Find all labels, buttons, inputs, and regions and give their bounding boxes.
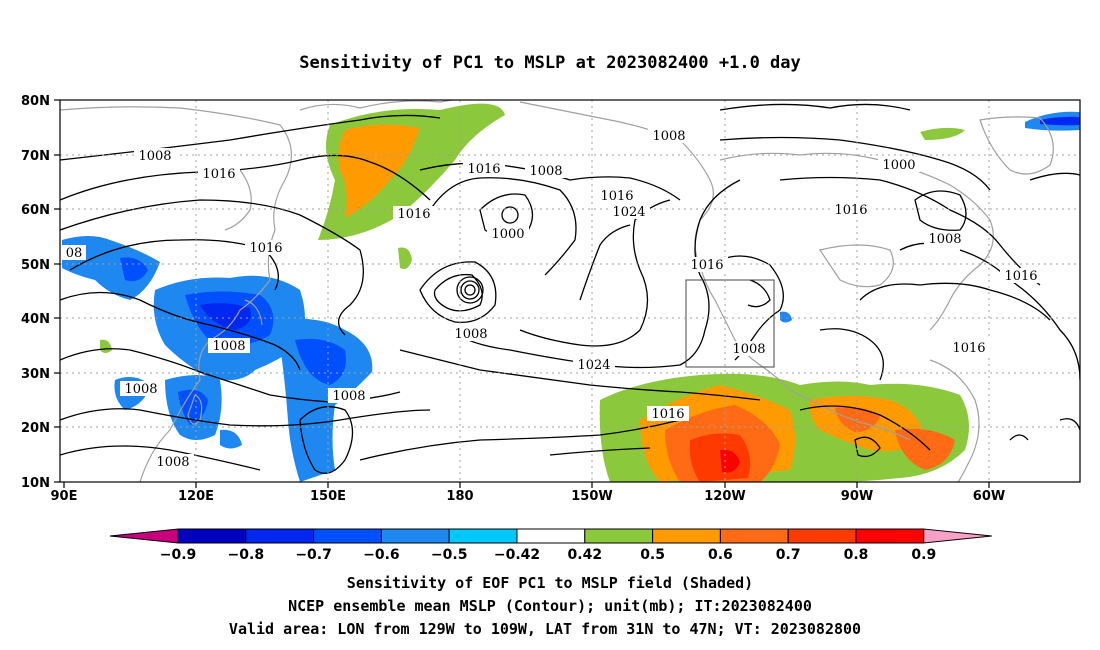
lat-tick-label: 10N: [21, 476, 50, 491]
colorbar-swatch: [313, 528, 382, 544]
lat-tick-label: 20N: [21, 421, 50, 436]
colorbar-swatch: [448, 528, 518, 544]
contour-label: 1000: [491, 227, 524, 242]
lon-tick-label: 90E: [51, 489, 78, 504]
contour-label: 1000: [882, 158, 915, 173]
lat-tick-label: 80N: [21, 94, 50, 109]
contour-label: 1008: [529, 164, 562, 179]
colorbar-label: −0.6: [363, 547, 400, 563]
lon-tick-label: 60W: [973, 489, 1005, 504]
lat-tick-label: 60N: [21, 203, 50, 218]
lon-tick-labels: 90E 120E 150E 180 150W 120W 90W 60W: [51, 489, 1006, 504]
mslp-contours: [60, 103, 1080, 474]
contour-label: 1008: [212, 339, 245, 354]
lon-tick-label: 180: [446, 489, 473, 504]
contour-label: 1024: [577, 358, 610, 373]
colorbar-swatch: [177, 528, 247, 544]
colorbar-swatch: [245, 528, 315, 544]
colorbar-swatch: [380, 528, 450, 544]
colorbar-min-arrow: [109, 528, 179, 544]
lon-tick-label: 120W: [704, 489, 745, 504]
contour-label: 1016: [467, 162, 500, 177]
caption-line-3: Valid area: LON from 129W to 109W, LAT f…: [229, 620, 861, 638]
lon-tick-label: 150W: [571, 489, 612, 504]
lon-tick-label: 90W: [841, 489, 873, 504]
colorbar-label: −0.8: [228, 547, 265, 563]
colorbar-label: 0.5: [640, 547, 665, 563]
colorbar-swatch: [855, 528, 925, 544]
tick-marks: [54, 99, 990, 488]
gridlines: [60, 100, 1080, 482]
lon-tick-label: 120E: [178, 489, 214, 504]
colorbar-swatch: [516, 528, 586, 544]
colorbar-label: 0.42: [568, 547, 603, 563]
caption-line-1: Sensitivity of EOF PC1 to MSLP field (Sh…: [347, 574, 753, 592]
contour-label: 1016: [690, 258, 723, 273]
colorbar-label: −0.7: [295, 547, 332, 563]
colorbar-label: 0.9: [911, 547, 936, 563]
plot-frame: [59, 99, 1081, 483]
contour-label: 1008: [454, 327, 487, 342]
shaded-sensitivity: [62, 103, 1080, 482]
caption: Sensitivity of EOF PC1 to MSLP field (Sh…: [229, 574, 861, 638]
contour-label: 1008: [732, 342, 765, 357]
colorbar-label: −0.5: [431, 547, 468, 563]
contour-label: 1008: [928, 232, 961, 247]
contour-label: 08: [66, 246, 83, 261]
valid-area-box: [685, 279, 775, 368]
lat-tick-label: 70N: [21, 149, 50, 164]
plot-area: 1008 1016 1008 1016 1016 1016 1008 1016 …: [21, 94, 1081, 504]
contour-label: 1016: [249, 241, 282, 256]
map-title: Sensitivity of PC1 to MSLP at 2023082400…: [299, 53, 801, 73]
lon-tick-label: 150E: [310, 489, 346, 504]
lat-tick-label: 40N: [21, 312, 50, 327]
colorbar-label: −0.42: [494, 547, 540, 563]
contour-label: 1008: [156, 455, 189, 470]
contour-label-group: 1008 1016 1008 1016 1016 1016 1008 1016 …: [65, 129, 1038, 470]
contour-label: 1008: [124, 382, 157, 397]
contour-label: 1016: [651, 407, 684, 422]
colorbar-swatch: [652, 528, 721, 544]
colorbar-swatch: [787, 528, 857, 544]
contour-label: 1016: [952, 341, 985, 356]
contour-label: 1016: [202, 167, 235, 182]
contour-label: 1016: [397, 207, 430, 222]
colorbar-label: −0.9: [160, 547, 197, 563]
lat-tick-label: 50N: [21, 258, 50, 273]
lat-tick-labels: 80N 70N 60N 50N 40N 30N 20N 10N: [21, 94, 50, 491]
contour-label: 1008: [332, 389, 365, 404]
contour-label: 1024: [612, 205, 645, 220]
lat-tick-label: 30N: [21, 367, 50, 382]
contour-label: 1016: [834, 203, 867, 218]
colorbar-swatch: [584, 528, 654, 544]
colorbar-max-arrow: [923, 528, 992, 544]
colorbar-label: 0.7: [776, 547, 801, 563]
colorbar-label: 0.8: [844, 547, 869, 563]
colorbar-swatch: [719, 528, 789, 544]
colorbar: −0.9 −0.8 −0.7 −0.6 −0.5 −0.42 0.42 0.5 0.6 0.7 0.…: [109, 528, 992, 563]
contour-label: 1008: [138, 149, 171, 164]
contour-label: 1016: [600, 189, 633, 204]
colorbar-label: 0.6: [708, 547, 733, 563]
contour-label: 1016: [1004, 269, 1037, 284]
caption-line-2: NCEP ensemble mean MSLP (Contour); unit(…: [288, 597, 812, 615]
contour-label: 1008: [652, 129, 685, 144]
